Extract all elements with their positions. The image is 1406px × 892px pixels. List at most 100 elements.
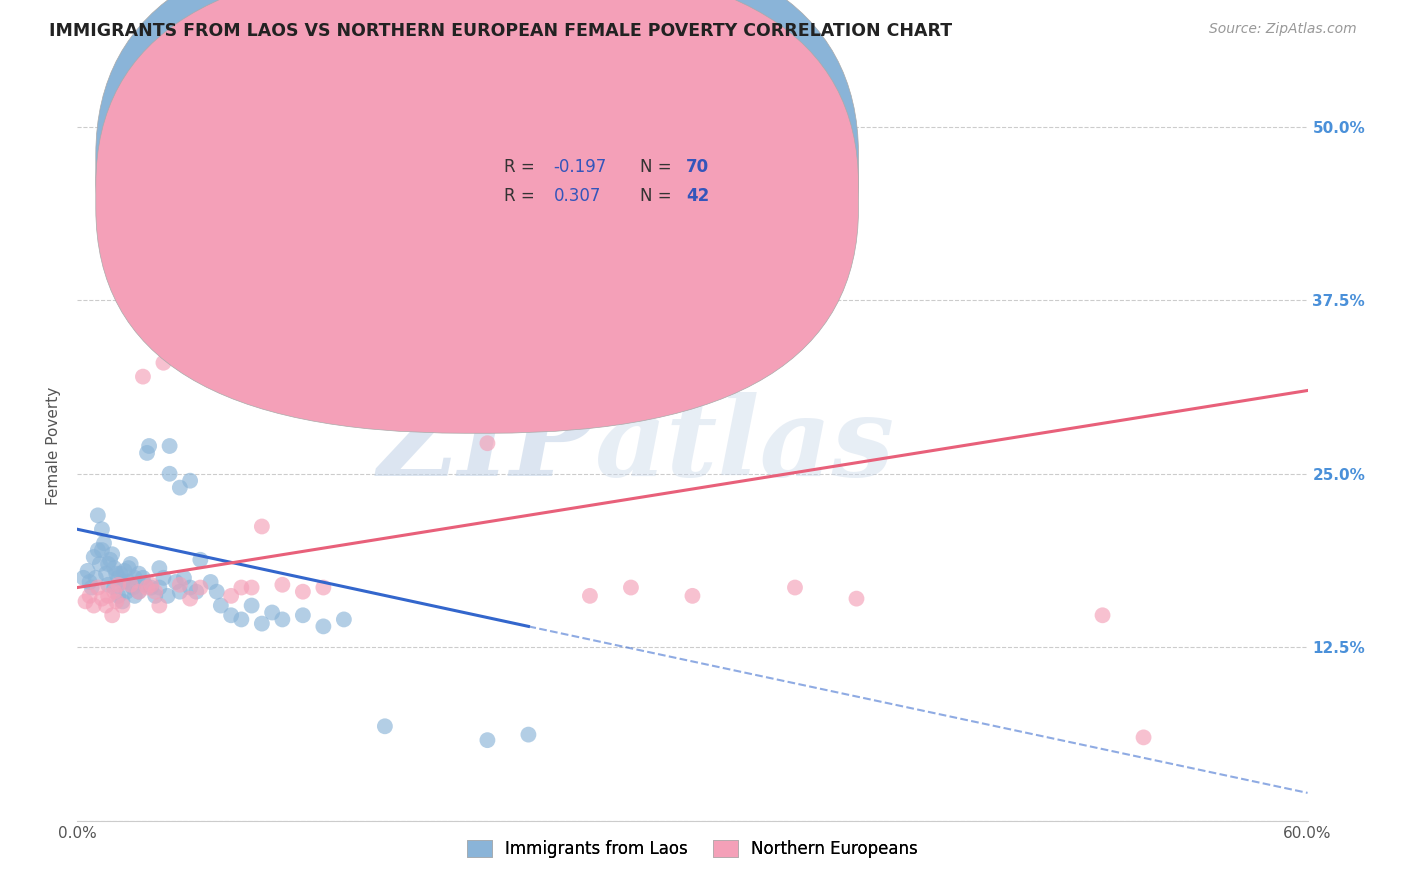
Point bbox=[169, 481, 191, 495]
Point bbox=[132, 369, 155, 384]
Point bbox=[93, 536, 115, 550]
Point bbox=[84, 571, 107, 585]
Point bbox=[132, 571, 155, 585]
Text: ZIP: ZIP bbox=[377, 392, 595, 500]
Point bbox=[79, 574, 101, 589]
Point bbox=[240, 581, 263, 595]
Point bbox=[374, 719, 396, 733]
Text: N =: N = bbox=[640, 158, 676, 176]
Point bbox=[103, 561, 125, 575]
Point bbox=[169, 584, 191, 599]
Point bbox=[83, 599, 105, 613]
Point bbox=[75, 594, 97, 608]
Point bbox=[105, 566, 128, 581]
Point bbox=[156, 589, 179, 603]
Point bbox=[117, 574, 139, 589]
Point bbox=[179, 474, 201, 488]
Point bbox=[200, 574, 222, 589]
Point bbox=[115, 196, 138, 211]
Point bbox=[136, 446, 159, 460]
Point bbox=[845, 591, 868, 606]
Point bbox=[148, 581, 170, 595]
Point bbox=[90, 591, 114, 606]
Point bbox=[94, 566, 117, 581]
Point bbox=[134, 578, 156, 592]
Point bbox=[186, 584, 208, 599]
Point bbox=[179, 591, 201, 606]
Point bbox=[148, 561, 170, 575]
Point bbox=[103, 581, 125, 595]
Point bbox=[682, 589, 704, 603]
Point bbox=[271, 578, 294, 592]
Point bbox=[250, 519, 273, 533]
Point bbox=[76, 564, 98, 578]
Point bbox=[120, 557, 142, 571]
Point bbox=[128, 584, 150, 599]
Point bbox=[107, 578, 129, 592]
Point bbox=[72, 571, 94, 585]
FancyBboxPatch shape bbox=[96, 0, 859, 403]
Point bbox=[136, 581, 159, 595]
Point bbox=[159, 467, 181, 481]
Legend: Immigrants from Laos, Northern Europeans: Immigrants from Laos, Northern Europeans bbox=[460, 833, 925, 864]
Point bbox=[231, 581, 253, 595]
Point bbox=[87, 508, 110, 523]
Point bbox=[312, 581, 335, 595]
Point bbox=[83, 549, 105, 564]
Point bbox=[94, 599, 117, 613]
Point bbox=[98, 553, 121, 567]
Point bbox=[120, 578, 142, 592]
Point bbox=[128, 584, 150, 599]
Point bbox=[121, 581, 143, 595]
Point bbox=[620, 581, 643, 595]
Point bbox=[219, 589, 242, 603]
Point bbox=[107, 571, 129, 585]
Point bbox=[124, 589, 146, 603]
Y-axis label: Female Poverty: Female Poverty bbox=[46, 387, 62, 505]
Point bbox=[250, 616, 273, 631]
Point bbox=[169, 578, 191, 592]
Point bbox=[124, 266, 146, 280]
Text: 70: 70 bbox=[686, 158, 710, 176]
Point bbox=[240, 599, 263, 613]
Point bbox=[124, 571, 146, 585]
Text: R =: R = bbox=[505, 158, 540, 176]
Point bbox=[90, 543, 114, 558]
Point bbox=[143, 584, 166, 599]
Point bbox=[114, 564, 136, 578]
Point bbox=[111, 599, 134, 613]
Point bbox=[97, 589, 120, 603]
Point bbox=[90, 522, 114, 536]
Point bbox=[209, 599, 232, 613]
Point bbox=[115, 584, 138, 599]
Point bbox=[111, 574, 134, 589]
Point bbox=[152, 571, 174, 585]
Point bbox=[143, 589, 166, 603]
Point bbox=[89, 557, 111, 571]
Point bbox=[111, 594, 134, 608]
Point bbox=[291, 584, 314, 599]
Point bbox=[291, 608, 314, 623]
Text: N =: N = bbox=[640, 187, 676, 205]
Point bbox=[231, 612, 253, 626]
Point bbox=[477, 436, 499, 450]
Point bbox=[141, 578, 163, 592]
Point bbox=[205, 584, 228, 599]
Text: 0.307: 0.307 bbox=[554, 187, 600, 205]
Point bbox=[477, 733, 499, 747]
Point bbox=[333, 612, 356, 626]
Point bbox=[188, 553, 212, 567]
Text: R =: R = bbox=[505, 187, 540, 205]
Text: Source: ZipAtlas.com: Source: ZipAtlas.com bbox=[1209, 22, 1357, 37]
Point bbox=[105, 594, 128, 608]
Point bbox=[117, 182, 139, 196]
Point bbox=[87, 581, 110, 595]
Point bbox=[148, 599, 170, 613]
Point bbox=[101, 608, 124, 623]
Point bbox=[101, 547, 124, 561]
Point bbox=[141, 581, 163, 595]
Point bbox=[79, 589, 101, 603]
Point bbox=[579, 589, 602, 603]
Text: IMMIGRANTS FROM LAOS VS NORTHERN EUROPEAN FEMALE POVERTY CORRELATION CHART: IMMIGRANTS FROM LAOS VS NORTHERN EUROPEA… bbox=[49, 22, 952, 40]
Point bbox=[159, 439, 181, 453]
